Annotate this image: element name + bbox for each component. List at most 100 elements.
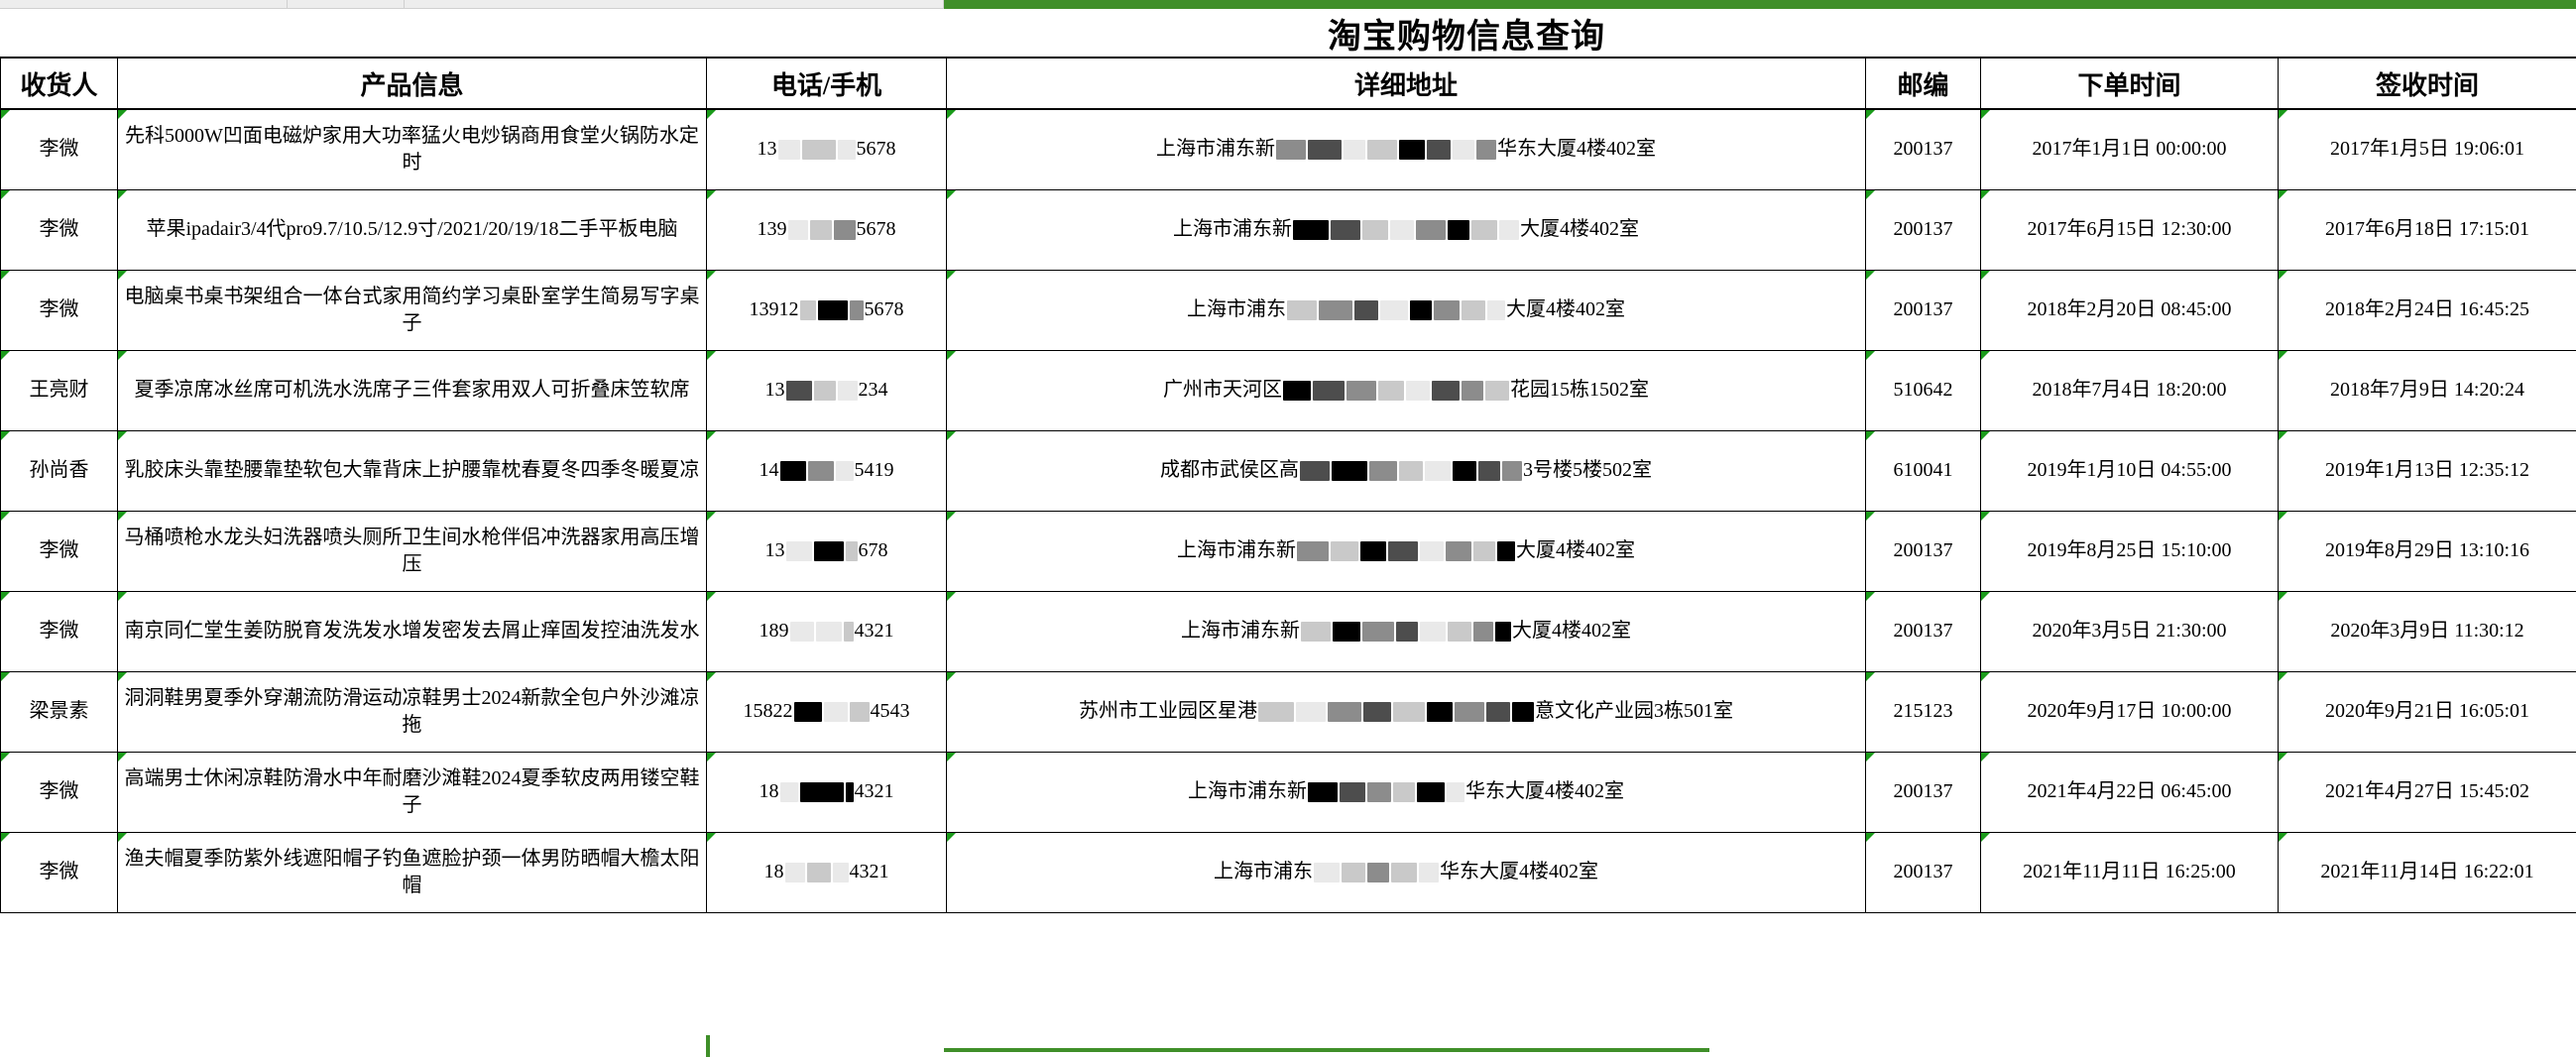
phone-suffix: 5678	[864, 298, 904, 320]
cell-phone[interactable]: 13 678	[706, 510, 947, 592]
cell-product[interactable]: 夏季凉席冰丝席可机洗水洗席子三件套家用双人可折叠床笠软席	[117, 349, 707, 431]
cell-sign-time[interactable]: 2018年2月24日 16:45:25	[2278, 269, 2576, 351]
cell-zipcode[interactable]: 200137	[1865, 590, 1981, 672]
cell-phone[interactable]: 13 234	[706, 349, 947, 431]
table-row: 李微 苹果ipadair3/4代pro9.7/10.5/12.9寸/2021/20…	[0, 188, 2576, 271]
cell-sign-time[interactable]: 2017年1月5日 19:06:01	[2278, 108, 2576, 190]
address-value: 广州市天河区 花园15栋1502室	[1163, 377, 1649, 404]
redaction-block	[1448, 219, 1469, 240]
cell-sign-time[interactable]: 2020年3月9日 11:30:12	[2278, 590, 2576, 672]
cell-zipcode[interactable]: 200137	[1865, 510, 1981, 592]
cell-product[interactable]: 电脑桌书桌书架组合一体台式家用简约学习桌卧室学生简易写字桌子	[117, 269, 707, 351]
cell-address[interactable]: 广州市天河区 花园15栋1502室	[946, 349, 1866, 431]
redaction-block	[1332, 460, 1367, 481]
cell-address[interactable]: 上海市浦东新 华东大厦4楼402室	[946, 108, 1866, 190]
cell-product[interactable]: 先科5000W凹面电磁炉家用大功率猛火电炒锅商用食堂火锅防水定时	[117, 108, 707, 190]
cell-zipcode[interactable]: 200137	[1865, 188, 1981, 271]
cell-address[interactable]: 上海市浦东新 大厦4楼402室	[946, 590, 1866, 672]
column-header-address: 详细地址	[946, 57, 1866, 110]
cell-phone[interactable]: 189 4321	[706, 590, 947, 672]
address-prefix: 上海市浦东新	[1177, 539, 1296, 561]
cell-order-time[interactable]: 2019年1月10日 04:55:00	[1980, 429, 2279, 512]
cell-address[interactable]: 成都市武侯区高 3号楼5楼502室	[946, 429, 1866, 512]
phone-suffix: 678	[858, 539, 888, 561]
cell-order-time[interactable]: 2018年2月20日 08:45:00	[1980, 269, 2279, 351]
cell-sign-time[interactable]: 2020年9月21日 16:05:01	[2278, 670, 2576, 753]
cell-recipient[interactable]: 李微	[0, 831, 118, 913]
cell-zipcode[interactable]: 215123	[1865, 670, 1981, 753]
redaction-block	[1462, 380, 1483, 401]
redaction-block	[849, 299, 864, 320]
cell-product[interactable]: 渔夫帽夏季防紫外线遮阳帽子钓鱼遮脸护颈一体男防晒帽大檐太阳帽	[117, 831, 707, 913]
cell-phone[interactable]: 14 5419	[706, 429, 947, 512]
cell-address[interactable]: 上海市浦东新 大厦4楼402室	[946, 188, 1866, 271]
cell-order-time[interactable]: 2018年7月4日 18:20:00	[1980, 349, 2279, 431]
cell-product[interactable]: 乳胶床头靠垫腰靠垫软包大靠背床上护腰靠枕春夏冬四季冬暖夏凉	[117, 429, 707, 512]
cell-order-time[interactable]: 2021年11月11日 16:25:00	[1980, 831, 2279, 913]
cell-sign-time[interactable]: 2019年1月13日 12:35:12	[2278, 429, 2576, 512]
phone-suffix: 5678	[856, 138, 896, 161]
redaction-block	[1462, 299, 1485, 320]
cell-zipcode[interactable]: 200137	[1865, 269, 1981, 351]
cell-sign-time[interactable]: 2021年11月14日 16:22:01	[2278, 831, 2576, 913]
cell-address[interactable]: 上海市浦东新 大厦4楼402室	[946, 510, 1866, 592]
address-suffix: 大厦4楼402室	[1520, 218, 1639, 240]
cell-phone[interactable]: 13912 5678	[706, 269, 947, 351]
cell-recipient[interactable]: 李微	[0, 269, 118, 351]
redaction-block	[1502, 460, 1522, 481]
cell-sign-time[interactable]: 2017年6月18日 17:15:01	[2278, 188, 2576, 271]
redaction-block	[793, 701, 822, 722]
cell-recipient[interactable]: 李微	[0, 188, 118, 271]
redaction-block	[1293, 219, 1329, 240]
redaction-block	[1319, 299, 1352, 320]
address-value: 上海市浦东新 大厦4楼402室	[1181, 618, 1631, 645]
cell-product[interactable]: 洞洞鞋男夏季外穿潮流防滑运动凉鞋男士2024新款全包户外沙滩凉拖	[117, 670, 707, 753]
cell-zipcode[interactable]: 510642	[1865, 349, 1981, 431]
cell-phone[interactable]: 13 5678	[706, 108, 947, 190]
redaction-block	[823, 701, 848, 722]
address-prefix: 苏州市工业园区星港	[1079, 700, 1257, 722]
cell-sign-time[interactable]: 2018年7月9日 14:20:24	[2278, 349, 2576, 431]
cell-product[interactable]: 高端男士休闲凉鞋防滑水中年耐磨沙滩鞋2024夏季软皮两用镂空鞋子	[117, 751, 707, 833]
cell-order-time[interactable]: 2017年1月1日 00:00:00	[1980, 108, 2279, 190]
phone-value: 18 4321	[764, 859, 889, 885]
cell-order-time[interactable]: 2017年6月15日 12:30:00	[1980, 188, 2279, 271]
cell-zipcode[interactable]: 200137	[1865, 108, 1981, 190]
cell-address[interactable]: 苏州市工业园区星港 意文化产业园3栋501室	[946, 670, 1866, 753]
redaction-block	[1453, 139, 1474, 160]
cell-address[interactable]: 上海市浦东 大厦4楼402室	[946, 269, 1866, 351]
redaction-block	[1367, 862, 1389, 882]
phone-value: 139 5678	[758, 216, 896, 243]
cell-zipcode[interactable]: 200137	[1865, 831, 1981, 913]
cell-address[interactable]: 上海市浦东新 华东大厦4楼402室	[946, 751, 1866, 833]
cell-order-time[interactable]: 2020年9月17日 10:00:00	[1980, 670, 2279, 753]
cell-zipcode[interactable]: 200137	[1865, 751, 1981, 833]
cell-zipcode[interactable]: 610041	[1865, 429, 1981, 512]
cell-order-time[interactable]: 2021年4月22日 06:45:00	[1980, 751, 2279, 833]
table-row: 王亮财 夏季凉席冰丝席可机洗水洗席子三件套家用双人可折叠床笠软席 13 234 广州市天…	[0, 349, 2576, 431]
cell-recipient[interactable]: 李微	[0, 510, 118, 592]
cell-sign-time[interactable]: 2019年8月29日 13:10:16	[2278, 510, 2576, 592]
cell-phone[interactable]: 18 4321	[706, 751, 947, 833]
cell-recipient[interactable]: 孙尚香	[0, 429, 118, 512]
cell-phone[interactable]: 18 4321	[706, 831, 947, 913]
cell-product[interactable]: 马桶喷枪水龙头妇洗器喷头厕所卫生间水枪伴侣冲洗器家用高压增压	[117, 510, 707, 592]
cell-order-time[interactable]: 2019年8月25日 15:10:00	[1980, 510, 2279, 592]
cell-order-time[interactable]: 2020年3月5日 21:30:00	[1980, 590, 2279, 672]
cell-recipient[interactable]: 李微	[0, 751, 118, 833]
redaction-block	[1497, 540, 1515, 561]
cell-product[interactable]: 南京同仁堂生姜防脱育发洗发水增发密发去屑止痒固发控油洗发水	[117, 590, 707, 672]
cell-phone[interactable]: 139 5678	[706, 188, 947, 271]
cell-recipient[interactable]: 梁景素	[0, 670, 118, 753]
table-header-row: 收货人 产品信息 电话/手机 详细地址 邮编 下单时间 签收时间	[0, 57, 2576, 110]
cell-address[interactable]: 上海市浦东 华东大厦4楼402室	[946, 831, 1866, 913]
redaction-block	[1446, 540, 1471, 561]
cell-phone[interactable]: 15822 4543	[706, 670, 947, 753]
address-prefix: 上海市浦东	[1187, 298, 1286, 320]
cell-recipient[interactable]: 李微	[0, 590, 118, 672]
redaction-block	[777, 139, 800, 160]
cell-sign-time[interactable]: 2021年4月27日 15:45:02	[2278, 751, 2576, 833]
cell-recipient[interactable]: 李微	[0, 108, 118, 190]
cell-product[interactable]: 苹果ipadair3/4代pro9.7/10.5/12.9寸/2021/20/1…	[117, 188, 707, 271]
cell-recipient[interactable]: 王亮财	[0, 349, 118, 431]
